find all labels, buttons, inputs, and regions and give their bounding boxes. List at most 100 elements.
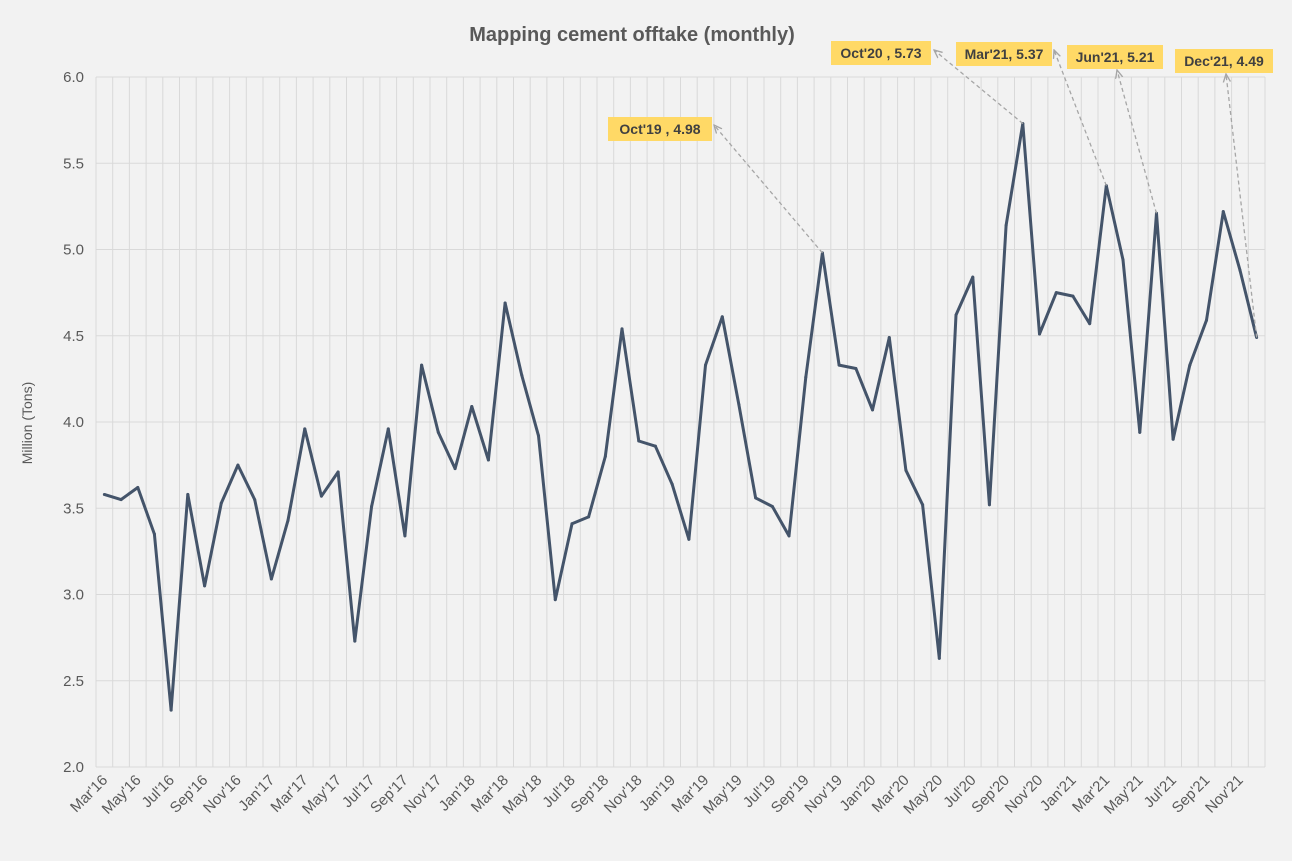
chart-title: Mapping cement offtake (monthly): [469, 24, 795, 46]
annotation-box: [1175, 49, 1273, 73]
annotation-box: [608, 117, 712, 141]
data-point: [653, 444, 657, 448]
data-point: [253, 498, 257, 502]
data-point: [937, 656, 941, 660]
data-point: [670, 482, 674, 486]
y-tick-label: 5.5: [63, 155, 84, 172]
data-point: [1188, 363, 1192, 367]
data-point: [520, 373, 524, 377]
data-point: [754, 496, 758, 500]
data-point: [403, 534, 407, 538]
x-tick-label: Nov'21: [1202, 772, 1247, 817]
data-point: [1121, 258, 1125, 262]
data-point: [1138, 430, 1142, 434]
data-point: [470, 404, 474, 408]
data-point: [704, 363, 708, 367]
annotation-leader: [1117, 70, 1158, 214]
y-tick-label: 3.0: [63, 587, 84, 604]
data-point: [887, 335, 891, 339]
annotation-leader: [934, 50, 1024, 125]
data-point: [1071, 294, 1075, 298]
data-point: [971, 275, 975, 279]
x-tick-label: Nov'16: [200, 772, 245, 817]
y-tick-label: 4.5: [63, 328, 84, 345]
x-axis-ticks: Mar'16May'16Jul'16Sep'16Nov'16Jan'17Mar'…: [67, 772, 1247, 818]
annotation-label: Oct'19 , 4.98: [619, 121, 700, 137]
y-tick-label: 6.0: [63, 69, 84, 86]
gridlines: [95, 76, 1266, 768]
data-point: [269, 577, 273, 581]
data-point: [236, 463, 240, 467]
data-point: [587, 515, 591, 519]
annotation-box: [831, 41, 931, 65]
data-point: [186, 492, 190, 496]
data-point: [537, 434, 541, 438]
data-point: [854, 367, 858, 371]
y-axis-ticks: 2.0 2.5 3.0 3.5 4.0 4.5 5.0 5.5 6.0: [63, 69, 84, 776]
annotation-label: Oct'20 , 5.73: [840, 45, 921, 61]
data-point: [1238, 268, 1242, 272]
data-point: [136, 486, 140, 490]
data-series: [102, 122, 1259, 712]
data-point: [1221, 210, 1225, 214]
data-point: [319, 494, 323, 498]
annotations: Oct'19 , 4.98 Oct'20 , 5.73 Mar'21, 5.37 Ju…: [608, 41, 1273, 338]
data-point: [453, 467, 457, 471]
data-point: [353, 639, 357, 643]
annotation-leader: [1054, 50, 1107, 186]
data-point: [687, 537, 691, 541]
data-point: [1038, 332, 1042, 336]
data-point: [436, 430, 440, 434]
x-tick-label: Nov'19: [801, 772, 846, 817]
data-point: [219, 501, 223, 505]
annotation-label: Dec'21, 4.49: [1184, 53, 1264, 69]
data-point: [1054, 291, 1058, 295]
y-tick-label: 2.5: [63, 673, 84, 690]
x-tick-label: Nov'18: [601, 772, 646, 817]
data-point: [921, 503, 925, 507]
x-tick-label: Nov'20: [1002, 772, 1047, 817]
data-point: [987, 503, 991, 507]
y-tick-label: 3.5: [63, 500, 84, 517]
data-point: [169, 708, 173, 712]
data-point: [1004, 223, 1008, 227]
annotation-box: [956, 42, 1052, 66]
data-point: [603, 455, 607, 458]
y-tick-label: 4.0: [63, 414, 84, 431]
series-line: [103, 122, 1259, 712]
data-point: [119, 498, 123, 502]
data-point: [102, 492, 106, 496]
data-point: [152, 532, 156, 536]
data-point: [720, 315, 724, 319]
data-point: [637, 439, 641, 443]
data-point: [370, 505, 374, 509]
data-point: [553, 598, 557, 602]
data-point: [871, 408, 875, 412]
data-point: [486, 458, 490, 462]
y-tick-label: 2.0: [63, 759, 84, 776]
data-point: [286, 518, 290, 522]
data-point: [787, 534, 791, 538]
data-point: [420, 363, 424, 367]
data-point: [837, 363, 841, 367]
data-point: [1171, 437, 1175, 441]
data-point: [303, 427, 307, 431]
data-point: [503, 301, 507, 305]
data-point: [904, 468, 908, 472]
data-point: [770, 505, 774, 509]
y-axis-label: Million (Tons): [19, 382, 35, 464]
data-point: [737, 403, 741, 407]
annotation-leader: [1226, 74, 1258, 338]
y-tick-label: 5.0: [63, 242, 84, 259]
data-point: [1205, 318, 1209, 322]
data-point: [620, 327, 624, 331]
data-point: [954, 313, 958, 317]
data-point: [203, 584, 207, 588]
data-point: [1088, 322, 1092, 326]
data-point: [386, 427, 390, 431]
annotation-label: Mar'21, 5.37: [965, 46, 1044, 62]
x-tick-label: Nov'17: [400, 772, 445, 817]
annotation-box: [1067, 45, 1163, 69]
data-point: [336, 470, 340, 474]
